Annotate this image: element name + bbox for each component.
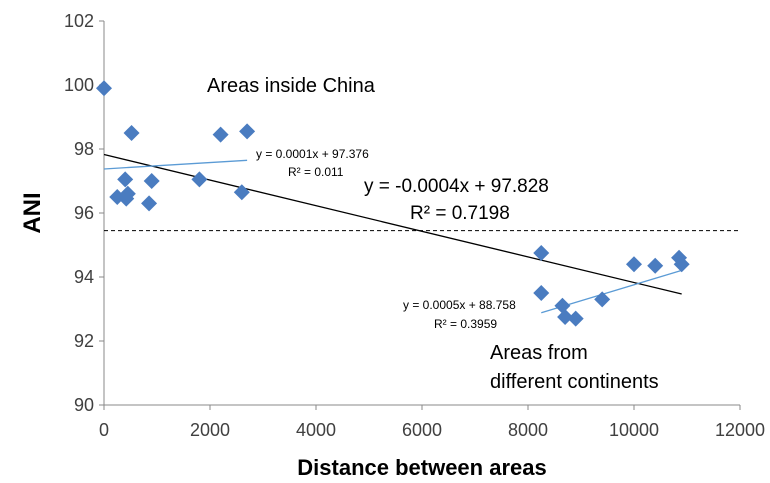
trendline-overall-equation: y = -0.0004x + 97.828 xyxy=(364,176,549,197)
data-point xyxy=(673,256,690,273)
y-tick-label: 90 xyxy=(74,395,94,415)
data-point xyxy=(533,285,550,301)
trendline-china-equation: y = 0.0001x + 97.376 xyxy=(256,147,369,161)
annotation-different-continents-line1: Areas from xyxy=(490,342,588,364)
x-tick-label: 4000 xyxy=(296,420,336,440)
data-point xyxy=(594,291,611,308)
x-tick-label: 8000 xyxy=(508,420,548,440)
y-tick-label: 98 xyxy=(74,139,94,159)
x-axis-label: Distance between areas xyxy=(297,455,546,480)
data-point xyxy=(557,309,574,325)
y-axis-label: ANI xyxy=(19,192,46,233)
x-tick-label: 12000 xyxy=(715,420,765,440)
data-point xyxy=(96,80,112,97)
data-point xyxy=(119,185,136,202)
x-axis-ticks: 0 2000 4000 6000 8000 10000 12000 xyxy=(99,405,765,440)
data-point xyxy=(647,257,664,274)
trendline-china xyxy=(103,159,248,170)
data-point xyxy=(233,184,250,201)
data-points xyxy=(96,80,690,327)
data-point xyxy=(141,195,158,212)
x-tick-label: 0 xyxy=(99,420,109,440)
y-axis-ticks: 90 92 94 96 98 100 102 xyxy=(64,11,104,415)
data-point xyxy=(567,310,584,327)
data-point xyxy=(143,173,160,189)
y-tick-label: 92 xyxy=(74,331,94,351)
annotation-different-continents-line2: different continents xyxy=(490,371,659,393)
data-point xyxy=(191,171,208,188)
trendline-overall-r2: R² = 0.7198 xyxy=(410,203,510,224)
data-point xyxy=(117,171,134,188)
data-point xyxy=(554,297,571,314)
data-point xyxy=(239,123,256,140)
y-tick-label: 96 xyxy=(74,203,94,223)
x-tick-label: 6000 xyxy=(402,420,442,440)
trendline-continents-equation: y = 0.0005x + 88.758 xyxy=(403,298,516,312)
y-tick-label: 102 xyxy=(64,11,94,31)
y-tick-label: 100 xyxy=(64,75,94,95)
data-point xyxy=(533,245,550,261)
data-point xyxy=(626,256,642,273)
trendline-continents-r2: R² = 0.3959 xyxy=(434,317,497,331)
annotation-inside-china: Areas inside China xyxy=(207,75,376,97)
x-tick-label: 2000 xyxy=(190,420,230,440)
x-tick-label: 10000 xyxy=(609,420,659,440)
trendline-china-r2: R² = 0.011 xyxy=(288,165,344,179)
data-point xyxy=(212,126,229,143)
data-point xyxy=(123,125,140,141)
y-tick-label: 94 xyxy=(74,267,94,287)
